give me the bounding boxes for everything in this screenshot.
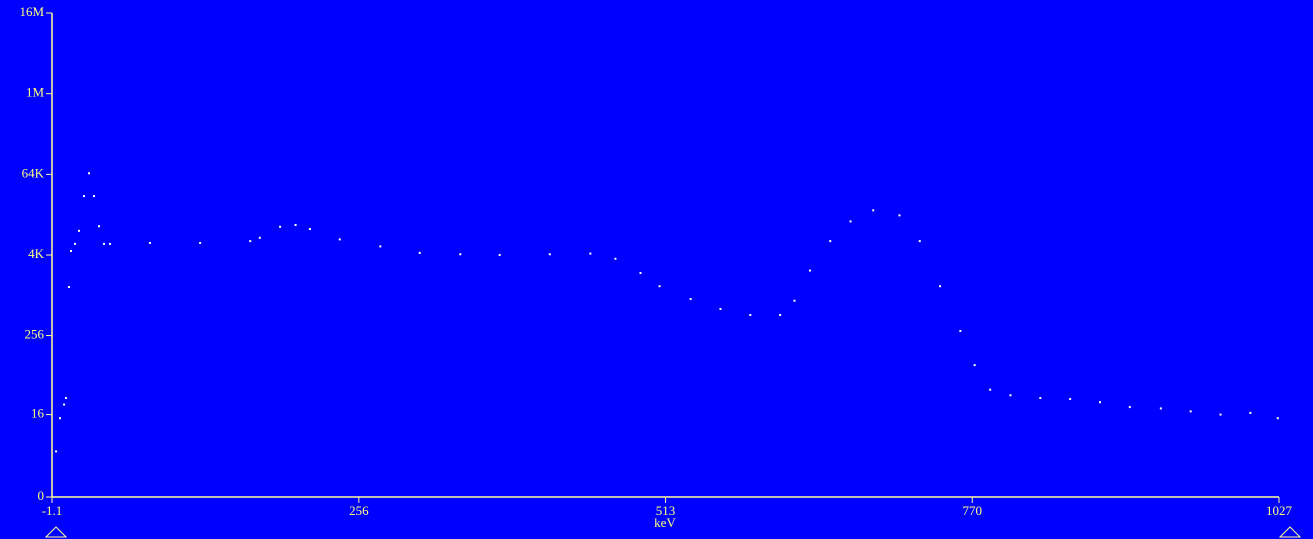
point <box>959 329 962 332</box>
point <box>1009 394 1012 397</box>
point <box>872 209 875 212</box>
point <box>64 397 67 400</box>
point <box>548 253 551 256</box>
point <box>658 285 661 288</box>
point <box>82 195 85 198</box>
point <box>793 299 796 302</box>
y-tick-label: 1M <box>26 85 45 100</box>
point <box>1069 398 1072 401</box>
point <box>98 225 101 228</box>
x-tick-label: -1.1 <box>42 503 63 518</box>
y-tick-label: 64K <box>22 165 45 180</box>
point <box>589 252 592 255</box>
point <box>338 238 341 241</box>
point <box>639 272 642 275</box>
x-axis-label: keV <box>654 515 676 530</box>
point <box>294 223 297 226</box>
point <box>279 225 282 228</box>
point <box>1128 406 1131 409</box>
point <box>898 214 901 217</box>
point <box>614 257 617 260</box>
point <box>829 240 832 243</box>
point <box>973 364 976 367</box>
point <box>498 253 501 256</box>
point <box>379 245 382 248</box>
point <box>749 313 752 316</box>
point <box>1249 411 1252 414</box>
point <box>249 240 252 243</box>
point <box>63 403 66 406</box>
point <box>418 251 421 254</box>
point <box>258 236 261 239</box>
left-marker <box>44 526 68 538</box>
point <box>849 220 852 223</box>
point <box>808 269 811 272</box>
point <box>689 298 692 301</box>
point <box>308 228 311 231</box>
point <box>67 286 70 289</box>
point <box>719 307 722 310</box>
point <box>939 285 942 288</box>
point <box>87 172 90 175</box>
point <box>1039 397 1042 400</box>
point <box>1098 401 1101 404</box>
point <box>148 241 151 244</box>
point <box>77 229 80 232</box>
point <box>103 242 106 245</box>
right-marker <box>1278 526 1302 538</box>
y-tick-label: 16 <box>31 406 45 421</box>
point <box>779 313 782 316</box>
x-tick-label: 1027 <box>1266 503 1293 518</box>
point <box>199 241 202 244</box>
point <box>69 249 72 252</box>
point <box>989 388 992 391</box>
x-tick-label: 770 <box>963 503 983 518</box>
point <box>1189 410 1192 413</box>
point <box>1159 407 1162 410</box>
y-tick-label: 4K <box>28 246 45 261</box>
x-tick-label: 256 <box>349 503 369 518</box>
point <box>93 195 96 198</box>
y-tick-label: 16M <box>19 4 44 19</box>
point <box>459 253 462 256</box>
y-tick-label: 256 <box>25 327 45 342</box>
point <box>1276 417 1279 420</box>
point <box>109 242 112 245</box>
point <box>55 450 58 453</box>
point <box>74 242 77 245</box>
x-tick-label: 513 <box>656 503 676 518</box>
point <box>918 240 921 243</box>
point <box>1219 413 1222 416</box>
point <box>58 417 61 420</box>
y-tick-label: 0 <box>38 488 45 503</box>
